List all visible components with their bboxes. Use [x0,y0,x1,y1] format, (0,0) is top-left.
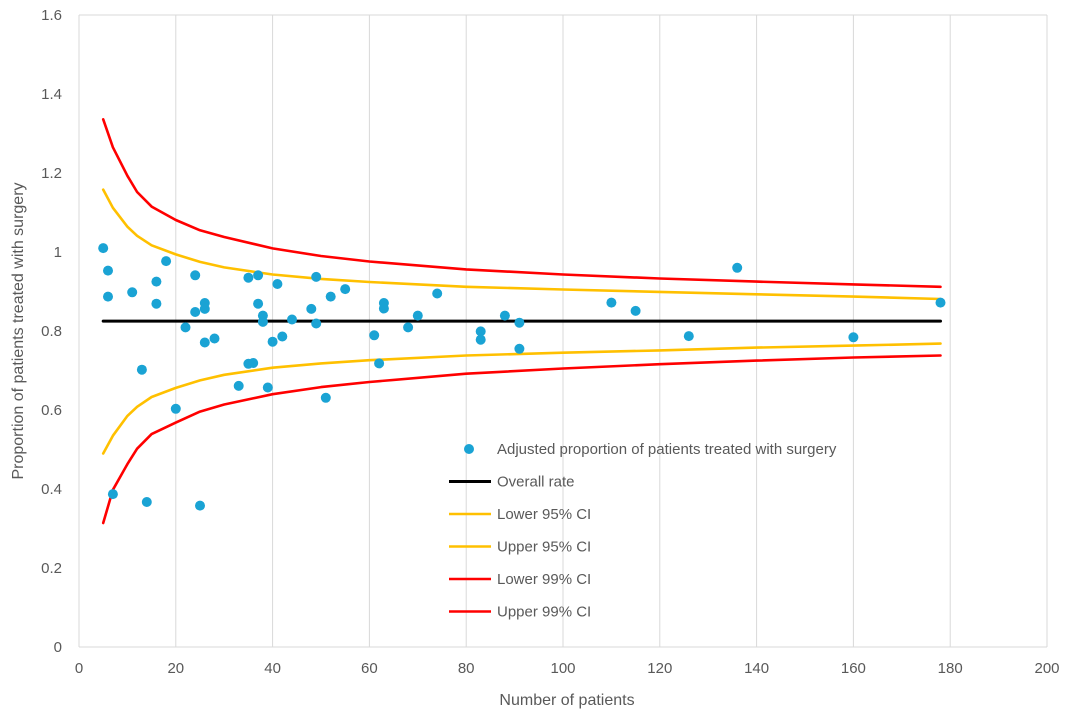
legend-label: Upper 99% CI [497,604,591,621]
plot-area [98,118,946,525]
x-tick-label: 40 [264,660,281,677]
y-axis: 0 0.2 0.4 0.6 0.8 1 1.2 1.4 1.6 [41,7,62,656]
x-tick-label: 100 [550,660,575,677]
y-tick-label: 0.8 [41,323,62,340]
data-point [248,358,259,368]
data-point [141,497,152,507]
legend-item-lower-99-ci: Lower 99% CI [449,571,591,588]
y-tick-label: 1.2 [41,165,62,182]
x-axis: 0 20 40 60 80 100 120 140 160 180 200 [75,660,1060,677]
data-point [374,358,385,369]
legend-item-upper-95-ci: Upper 95% CI [449,539,591,556]
legend-label: Upper 95% CI [497,539,591,556]
series-line-lower-95-ci [101,342,942,455]
data-point [170,403,181,414]
data-point [190,270,201,281]
series-line-lower-99-ci [101,354,942,525]
y-tick-label: 1.4 [41,86,62,103]
y-tick-label: 1 [54,244,62,261]
data-point [848,332,859,343]
data-point [935,297,946,308]
data-point [267,336,278,347]
data-point [378,303,389,314]
data-point [161,256,172,267]
data-point [683,331,694,342]
y-tick-label: 1.6 [41,7,62,24]
data-point [151,276,162,287]
series-line-upper-95-ci [101,188,942,301]
x-tick-label: 80 [458,660,475,677]
data-point [311,271,322,282]
y-tick-label: 0.2 [41,560,62,577]
data-point [340,284,351,295]
y-tick-label: 0.6 [41,402,62,419]
y-tick-label: 0 [54,639,62,656]
data-point [233,380,244,391]
data-point [311,318,322,329]
data-point [475,334,486,345]
data-point [136,364,147,375]
data-point [103,291,113,302]
data-point [199,337,210,348]
legend-label: Lower 95% CI [497,506,591,523]
data-point [325,291,336,302]
legend-item-overall-rate: Overall rate [449,474,575,491]
data-point [190,307,201,317]
data-point [195,500,205,511]
x-axis-title: Number of patients [499,692,634,709]
data-point [320,392,331,403]
x-tick-label: 120 [647,660,672,677]
legend-marker [464,444,474,454]
data-point [514,343,525,354]
data-point [257,316,268,327]
legend-item-lower-95-ci: Lower 95% CI [449,506,591,523]
data-point [253,298,264,309]
data-point [262,382,273,393]
data-point [180,322,191,333]
data-point [209,333,220,344]
legend-label: Adjusted proportion of patients treated … [497,441,837,458]
y-axis-title: Proportion of patients treated with surg… [10,182,27,479]
legend-item-adjusted-proportion-of-patients-treated-with-surgery: Adjusted proportion of patients treated … [464,441,837,458]
data-point [253,270,264,281]
data-point [199,303,210,314]
data-point [732,262,743,273]
legend: Adjusted proportion of patients treated … [449,441,837,621]
data-point [306,303,317,314]
data-point [630,305,641,316]
data-point [103,265,113,276]
data-point [369,330,380,341]
legend-item-upper-99-ci: Upper 99% CI [449,604,591,621]
legend-label: Lower 99% CI [497,571,591,588]
data-point [287,314,297,325]
series-line-upper-99-ci [101,118,942,289]
data-point [475,326,486,337]
data-point [272,279,283,289]
data-point [243,272,254,283]
legend-label: Overall rate [497,474,575,491]
y-tick-label: 0.4 [41,481,62,498]
data-point [98,243,109,254]
x-tick-label: 20 [167,660,184,677]
x-tick-label: 0 [75,660,83,677]
data-point [432,288,443,299]
x-tick-label: 60 [361,660,378,677]
x-tick-label: 140 [744,660,769,677]
data-point [514,317,525,328]
data-point [412,310,423,321]
data-point [127,287,138,298]
data-point [499,310,510,321]
data-point [606,297,617,308]
data-point [107,489,118,500]
x-tick-label: 200 [1034,660,1059,677]
data-point [277,331,288,342]
data-point [151,298,162,309]
x-tick-label: 160 [841,660,866,677]
gridlines [78,14,1048,648]
x-tick-label: 180 [938,660,963,677]
data-point [403,322,414,333]
